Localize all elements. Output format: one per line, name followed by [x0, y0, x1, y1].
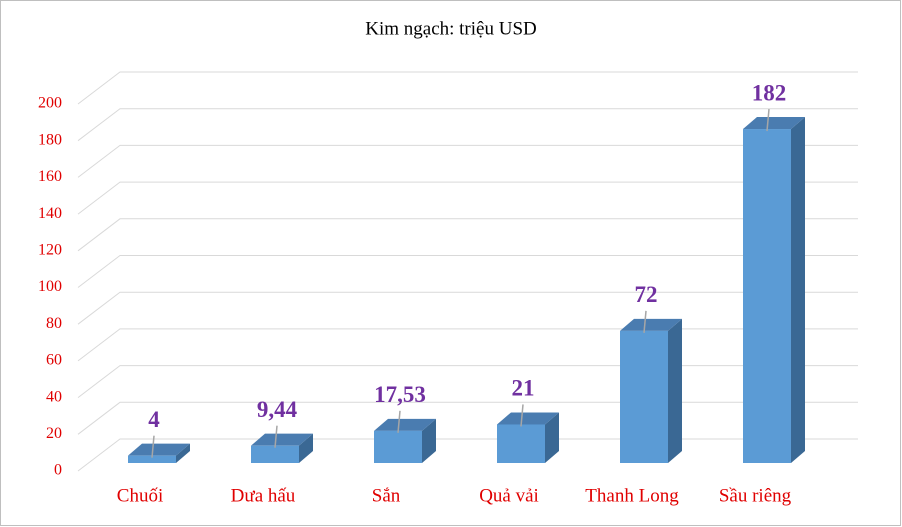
leader-line [643, 310, 647, 333]
x-tick-label: Sầu riêng [719, 485, 792, 506]
grid-line [77, 365, 858, 398]
value-label: 182 [752, 80, 787, 105]
y-tick-label: 20 [46, 425, 62, 442]
grid-line [77, 218, 858, 252]
bar-side [422, 418, 436, 463]
value-label: 17,53 [374, 382, 426, 407]
x-tick-label: Chuối [117, 485, 163, 506]
bar-side [791, 117, 805, 463]
grid-line [77, 291, 858, 325]
y-tick-label: 60 [46, 352, 62, 369]
bar [251, 445, 299, 463]
x-tick-label: Thanh Long [585, 485, 679, 506]
bar [128, 455, 176, 463]
bar-top [374, 418, 436, 431]
bar [743, 129, 791, 463]
leader-line [397, 410, 401, 433]
leader-line [520, 404, 524, 427]
grid-line [77, 438, 858, 472]
leader-line [274, 425, 278, 448]
y-tick-label: 40 [46, 388, 62, 405]
bar [620, 330, 668, 463]
value-label: 9,44 [257, 397, 298, 422]
x-tick-label: Dưa hấu [231, 485, 296, 506]
bar [497, 424, 545, 463]
value-label: 4 [148, 407, 160, 432]
bar-top [251, 433, 313, 446]
grid-line [77, 71, 858, 105]
y-tick-label: 80 [46, 315, 62, 332]
y-tick-label: 200 [38, 95, 62, 112]
y-tick-label: 180 [38, 131, 62, 148]
value-label: 21 [512, 376, 535, 401]
leader-line [151, 435, 155, 458]
y-tick-label: 160 [38, 168, 62, 185]
chart-title: Kim ngạch: triệu USD [365, 18, 537, 39]
bar-top [620, 318, 682, 331]
grid-line [77, 181, 858, 215]
bar-side [299, 433, 313, 463]
x-tick-label: Sắn [372, 485, 401, 506]
grid-line [77, 255, 858, 288]
y-tick-label: 140 [38, 205, 62, 222]
bar-side [668, 318, 682, 463]
bar-side [545, 412, 559, 463]
grid-line [77, 328, 858, 362]
y-tick-label: 0 [54, 462, 62, 479]
grid-line [77, 401, 858, 435]
bar-top [743, 117, 805, 130]
leader-line [766, 108, 770, 132]
y-tick-label: 120 [38, 241, 62, 258]
y-tick-label: 100 [38, 278, 62, 295]
bar-side [176, 443, 190, 463]
grid-line [77, 108, 858, 142]
grid-line [77, 144, 858, 178]
bar [374, 430, 422, 463]
x-tick-label: Quả vải [479, 485, 539, 506]
bar-top [497, 412, 559, 425]
bar-top [128, 443, 190, 456]
value-label: 72 [635, 282, 658, 307]
